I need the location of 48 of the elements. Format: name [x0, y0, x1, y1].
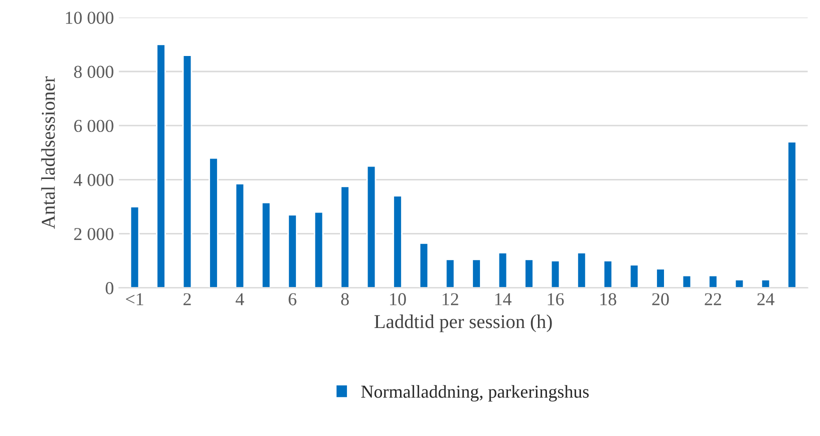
x-tick-label: 4	[236, 293, 244, 306]
x-tick-label: 22	[704, 293, 722, 306]
y-tick-label: 0	[106, 282, 114, 294]
x-tick-label: 2	[184, 293, 191, 306]
bar	[576, 252, 587, 288]
bar	[182, 54, 192, 288]
bar	[288, 214, 298, 288]
bar	[261, 202, 272, 288]
x-tick-label: 16	[548, 293, 564, 306]
x-axis-title: Laddtid per session (h)	[374, 314, 552, 332]
y-tick-label: 10 000	[66, 12, 114, 24]
bar	[156, 44, 166, 288]
bar	[734, 278, 744, 288]
x-tick-label: 8	[341, 293, 349, 306]
y-tick-label: 4 000	[74, 174, 114, 186]
y-tick-label: 6 000	[74, 120, 114, 132]
bar	[656, 268, 666, 288]
bar	[602, 260, 613, 288]
bar	[682, 274, 692, 288]
bar	[550, 260, 560, 288]
x-tick-label: 14	[495, 293, 512, 306]
x-tick-label: 10	[390, 293, 406, 306]
bar	[760, 278, 771, 288]
bar	[524, 258, 534, 288]
bar	[472, 258, 482, 288]
bar	[234, 182, 245, 288]
bar	[340, 186, 350, 288]
y-tick-label: 2 000	[74, 228, 114, 240]
bar	[208, 157, 218, 288]
bar	[418, 242, 429, 288]
x-tick-label: 6	[288, 293, 296, 306]
y-tick-label: 8 000	[74, 66, 114, 78]
bar	[708, 274, 718, 288]
x-tick-label: <1	[126, 293, 144, 306]
bar	[130, 206, 140, 288]
bar	[445, 258, 456, 288]
y-axis-title: Antal laddsessioner	[41, 76, 55, 229]
x-tick-label: 20	[652, 293, 669, 306]
bar	[498, 252, 508, 288]
x-tick-label: 24	[757, 293, 774, 306]
x-tick-label: 12	[442, 293, 458, 306]
bar	[787, 141, 797, 288]
bar	[629, 264, 640, 288]
bar	[314, 211, 324, 288]
bar	[366, 165, 376, 288]
x-tick-label: 18	[600, 293, 616, 306]
legend-label: Normalladdning, parkeringshus	[361, 385, 589, 402]
bar	[392, 195, 402, 288]
